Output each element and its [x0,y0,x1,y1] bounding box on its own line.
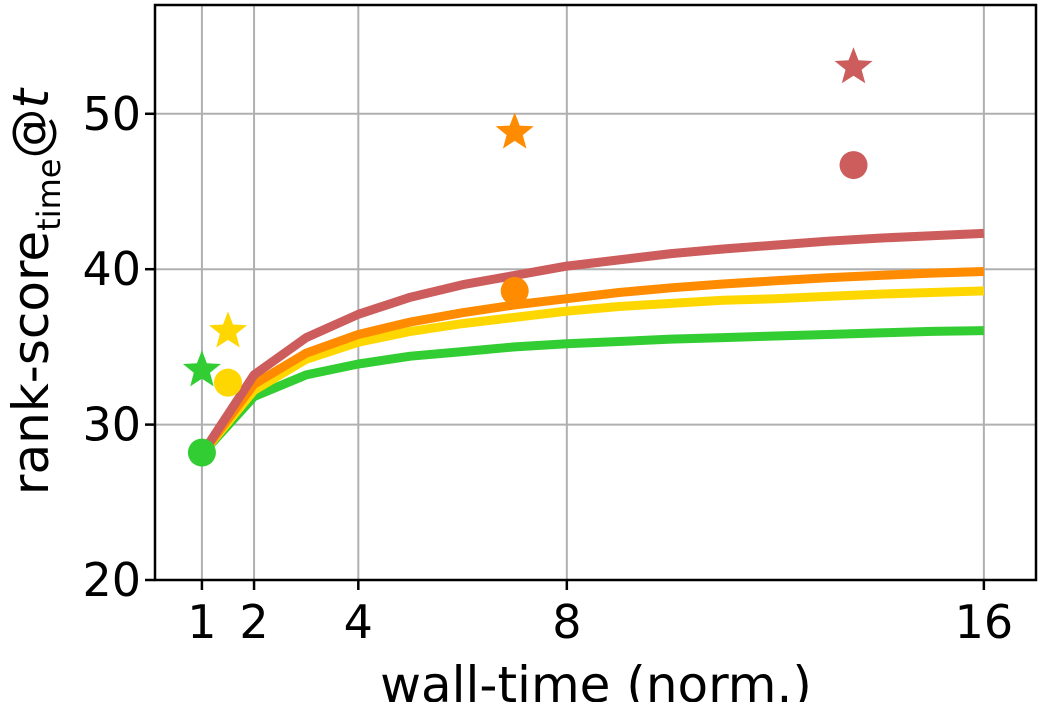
circle-marker [213,368,242,397]
y-axis-label-main: rank-score [2,231,60,495]
x-tick-label: 4 [344,595,373,649]
star-marker [495,112,534,149]
y-axis-label-subscript: time [30,159,68,231]
y-axis-label-suffix: @ [2,109,60,159]
x-tick-label: 8 [552,595,581,649]
x-tick-label: 16 [955,595,1014,649]
y-tick-label: 30 [82,398,141,452]
point-markers [182,47,873,467]
x-tick-label: 2 [239,595,268,649]
y-tick-label: 40 [82,242,141,296]
y-tick-label: 20 [82,553,141,607]
x-tick-label: 1 [187,595,216,649]
star-marker [182,350,221,387]
star-marker [834,47,873,84]
star-marker [209,311,247,348]
y-tick-label: 50 [82,87,141,141]
series-lines [198,228,985,458]
circle-marker [839,151,868,180]
y-axis-label-variable: t [2,87,60,109]
circle-marker [187,438,216,467]
y-axis-label: rank-scoretime@t [2,87,68,496]
plot-frame [153,3,1038,582]
series-line-4 [198,228,985,457]
series-line-1 [198,326,984,458]
axis-ticks: 1 2 4 8 16 20 30 40 50 [82,87,1013,649]
series-line-2 [198,286,985,457]
circle-marker [500,276,529,305]
series-line-3 [198,267,985,457]
x-axis-label: wall-time (norm.) [380,656,812,702]
